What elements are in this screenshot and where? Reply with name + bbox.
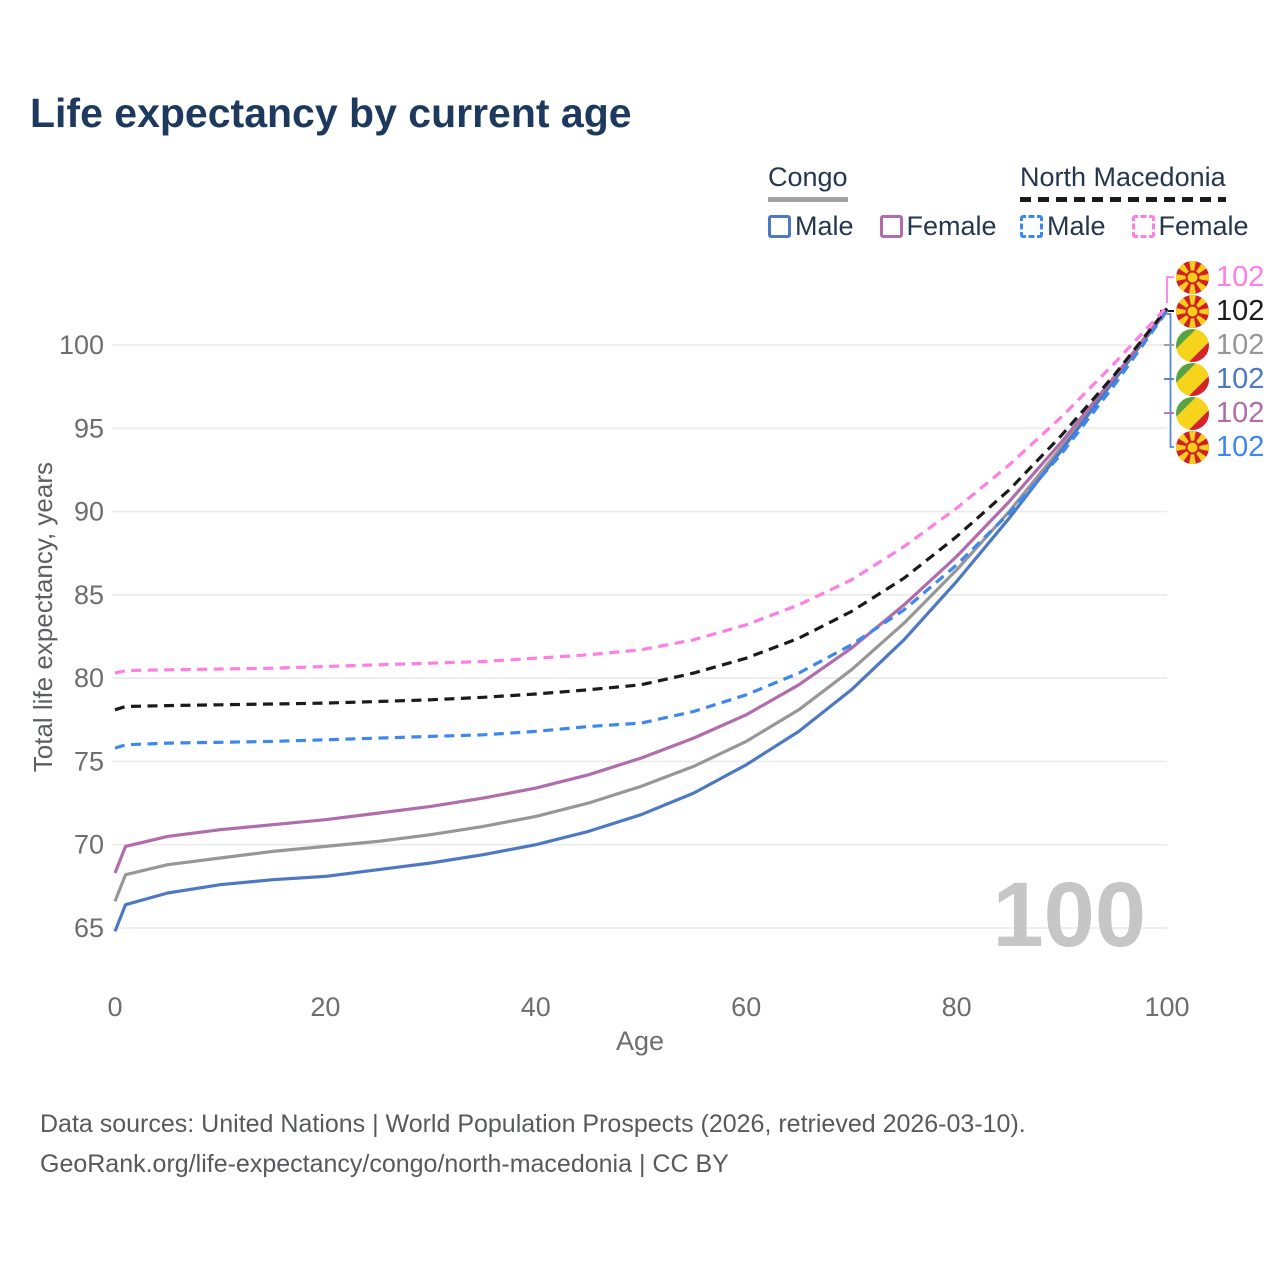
- y-tick-label: 75: [74, 746, 104, 776]
- north-macedonia-female-checkbox-icon[interactable]: [1131, 215, 1155, 238]
- y-tick-label: 65: [74, 913, 104, 943]
- north-macedonia-flag-icon: [1176, 430, 1209, 464]
- x-tick-label: 80: [942, 992, 972, 1022]
- series-line-congo-female: [113, 308, 1169, 874]
- legend-item-congo-male[interactable]: Male: [768, 211, 854, 242]
- legend-country-north-macedonia: North Macedonia: [1020, 162, 1226, 202]
- north-macedonia-flag-icon: [1176, 260, 1209, 294]
- legend-group-congo: Congo Male Female: [768, 162, 997, 242]
- north-macedonia-flag-icon: [1176, 294, 1209, 328]
- leader-line-bracket: [1167, 313, 1174, 448]
- age-watermark: 100: [993, 864, 1147, 966]
- legend-country-label: Congo: [768, 162, 848, 192]
- series-line-congo-both-sexes: [113, 309, 1169, 902]
- x-tick-label: 100: [1144, 992, 1189, 1022]
- end-label-value: 102: [1216, 261, 1265, 293]
- congo-flag-icon: [1176, 362, 1209, 396]
- legend-item-label: Female: [906, 211, 997, 241]
- congo-male-checkbox-icon[interactable]: [768, 215, 791, 238]
- end-label-value: 102: [1216, 363, 1265, 395]
- legend-item-label: Male: [795, 211, 854, 241]
- congo-flag-icon: [1176, 396, 1209, 430]
- y-tick-label: 95: [74, 413, 104, 443]
- x-tick-label: 60: [731, 992, 761, 1022]
- legend-group-north-macedonia: North Macedonia Male Female: [1020, 162, 1249, 242]
- congo-flag-icon: [1176, 328, 1209, 362]
- y-tick-label: 90: [74, 497, 104, 527]
- y-tick-label: 80: [74, 663, 104, 693]
- end-label-north-macedonia-both-sexes: 102: [1176, 294, 1264, 328]
- series-line-north-macedonia-male: [114, 309, 1169, 750]
- series-line-north-macedonia-female: [114, 305, 1169, 675]
- legend-country-congo: Congo: [768, 162, 848, 202]
- x-tick-label: 20: [310, 992, 340, 1022]
- congo-line-style-swatch: [768, 197, 848, 202]
- x-tick-label: 40: [521, 992, 551, 1022]
- legend-item-label: Female: [1158, 211, 1249, 241]
- legend-country-label: North Macedonia: [1020, 162, 1226, 192]
- end-label-value: 102: [1216, 431, 1265, 463]
- y-tick-label: 85: [74, 580, 104, 610]
- series-line-congo-male: [113, 309, 1169, 932]
- end-label-north-macedonia-male: 102: [1176, 430, 1264, 464]
- footer: Data sources: United Nations | World Pop…: [40, 1104, 1026, 1184]
- y-tick-label: 100: [59, 330, 104, 360]
- congo-female-checkbox-icon[interactable]: [879, 215, 903, 238]
- legend-item-congo-female[interactable]: Female: [879, 211, 997, 242]
- footer-data-sources: Data sources: United Nations | World Pop…: [40, 1110, 1026, 1138]
- x-tick-label: 0: [107, 992, 122, 1022]
- y-tick-label: 70: [74, 830, 104, 860]
- north-macedonia-male-checkbox-icon[interactable]: [1020, 215, 1043, 238]
- leader-line: [1166, 276, 1174, 303]
- series-line-north-macedonia-both-sexes: [114, 307, 1169, 712]
- page-title: Life expectancy by current age: [30, 90, 632, 136]
- end-label-congo-female: 102: [1176, 396, 1264, 430]
- end-label-value: 102: [1216, 295, 1265, 327]
- footer-attribution: GeoRank.org/life-expectancy/congo/north-…: [40, 1150, 729, 1178]
- end-label-congo-both-sexes: 102: [1176, 328, 1264, 362]
- end-label-congo-male: 102: [1176, 362, 1264, 396]
- end-label-value: 102: [1216, 397, 1265, 429]
- north-macedonia-line-style-swatch: [1020, 197, 1226, 202]
- end-label-value: 102: [1216, 329, 1265, 361]
- legend-item-north-macedonia-male[interactable]: Male: [1020, 211, 1106, 242]
- x-axis-title: Age: [615, 1026, 665, 1056]
- legend-item-north-macedonia-female[interactable]: Female: [1131, 211, 1249, 242]
- legend-item-label: Male: [1047, 211, 1106, 241]
- end-label-north-macedonia-female: 102: [1176, 260, 1264, 294]
